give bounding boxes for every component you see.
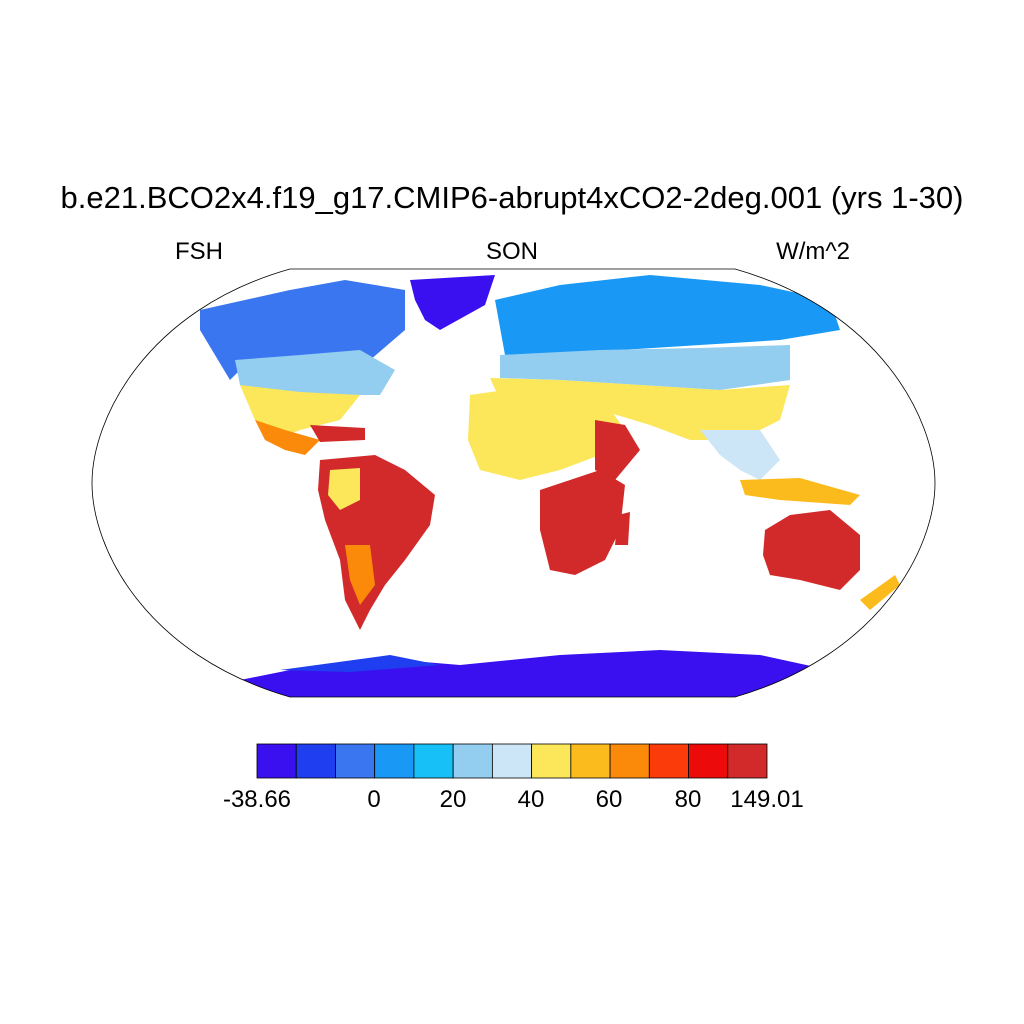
colorbar-swatch	[452, 743, 493, 779]
colorbar-tick-label: -38.66	[222, 786, 292, 813]
map-fill-layer	[200, 275, 900, 697]
colorbar-swatch	[570, 743, 611, 779]
australia	[763, 510, 860, 590]
colorbar-tick-label: 40	[517, 786, 545, 813]
colorbar	[256, 743, 768, 779]
colorbar-swatch	[531, 743, 572, 779]
colorbar-swatch	[374, 743, 415, 779]
colorbar-tick-label: 60	[595, 786, 623, 813]
caribbean-hot	[310, 425, 365, 442]
antarctica	[220, 650, 820, 697]
season-label: SON	[485, 238, 538, 265]
indonesia	[740, 478, 860, 505]
colorbar-swatch	[413, 743, 454, 779]
colorbar-tick-label: 20	[439, 786, 467, 813]
colorbar-tick-label: 0	[367, 786, 381, 813]
africa-south	[540, 470, 625, 575]
south-asia-pale	[700, 430, 780, 480]
madagascar	[615, 512, 630, 545]
east-africa-hot	[595, 420, 640, 480]
colorbar-tick-label: 80	[674, 786, 702, 813]
north-america-mid	[235, 350, 395, 400]
new-zealand	[860, 575, 900, 610]
colorbar-swatch	[335, 743, 376, 779]
units-label: W/m^2	[776, 238, 850, 265]
colorbar-swatch	[648, 743, 689, 779]
north-america-hot	[255, 420, 320, 455]
colorbar-tick-label: 149.01	[730, 786, 804, 813]
globe-outline	[91, 268, 936, 698]
south-america-orange	[345, 545, 375, 605]
colorbar-swatch	[727, 743, 768, 779]
variable-label: FSH	[175, 238, 223, 265]
plot-title: b.e21.BCO2x4.f19_g17.CMIP6-abrupt4xCO2-2…	[60, 180, 964, 215]
colorbar-swatch	[609, 743, 650, 779]
south-america-warm	[328, 468, 360, 510]
colorbar-swatch	[688, 743, 729, 779]
africa-north	[468, 385, 625, 480]
antarctica-edge	[280, 655, 440, 672]
colorbar-swatch	[256, 743, 297, 779]
eurasia-cold	[495, 275, 840, 360]
colorbar-swatch	[491, 743, 533, 779]
greenland	[410, 275, 495, 330]
eurasia-mid	[500, 345, 790, 390]
colorbar-swatch	[295, 743, 336, 779]
